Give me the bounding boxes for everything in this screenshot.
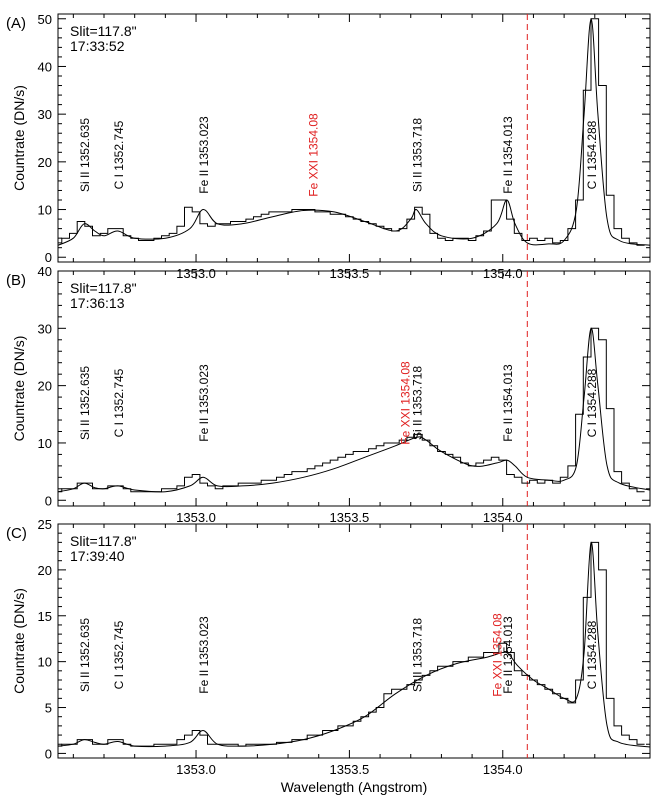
plot-frame <box>57 13 651 263</box>
line-label: C I 1352.745 <box>112 368 126 437</box>
plot-frame <box>57 270 651 507</box>
y-tick-label: 10 <box>38 203 52 218</box>
y-tick-label: 20 <box>38 155 52 170</box>
y-tick-label: 0 <box>45 746 52 761</box>
slit-label: Slit=117.8" <box>70 280 137 296</box>
x-tick-label: 1353.0 <box>176 510 216 525</box>
fit-curve <box>57 18 651 246</box>
chart-panel: 1353.0 1353.5 1354.0 0 5 10 15 20 25 Countrate (D… <box>6 517 651 777</box>
panel-label: (B) <box>6 272 26 289</box>
slit-label: Slit=117.8" <box>70 23 137 39</box>
panel-label: (A) <box>6 15 26 32</box>
observed-spectrum <box>58 327 645 493</box>
x-tick-label: 1354.0 <box>483 762 523 777</box>
line-label: Si II 1353.718 <box>410 366 424 440</box>
time-label: 17:36:13 <box>70 295 125 311</box>
y-tick-label: 30 <box>38 321 52 336</box>
line-label: C I 1352.745 <box>112 620 126 689</box>
y-tick-label: 50 <box>38 12 52 27</box>
line-label: C I 1354.288 <box>585 620 599 689</box>
line-label: Fe II 1354.013 <box>501 364 515 442</box>
x-tick-label: 1353.5 <box>330 510 370 525</box>
line-label: Fe XXI 1354.08 <box>491 613 505 697</box>
line-label: Fe II 1353.023 <box>197 116 211 194</box>
y-tick-label: 0 <box>45 250 52 265</box>
line-label: Fe II 1353.023 <box>197 364 211 442</box>
y-axis-label: Countrate (DN/s) <box>11 588 27 694</box>
line-label: Fe II 1353.023 <box>197 616 211 694</box>
y-tick-label: 10 <box>38 436 52 451</box>
y-tick-label: 20 <box>38 379 52 394</box>
y-tick-label: 10 <box>38 655 52 670</box>
line-label: Si II 1352.635 <box>78 118 92 192</box>
line-label: Si II 1353.718 <box>410 618 424 692</box>
y-tick-label: 0 <box>45 493 52 508</box>
x-tick-label: 1353.0 <box>176 762 216 777</box>
y-tick-label: 20 <box>38 563 52 578</box>
y-axis-label: Countrate (DN/s) <box>11 85 27 191</box>
x-axis-label: Wavelength (Angstrom) <box>281 779 428 795</box>
x-tick-label: 1353.5 <box>330 762 370 777</box>
observed-spectrum <box>58 18 645 246</box>
y-tick-label: 30 <box>38 107 52 122</box>
line-label: C I 1352.745 <box>112 120 126 189</box>
line-label: C I 1354.288 <box>585 368 599 437</box>
plot-frame <box>57 523 651 759</box>
fit-curve <box>57 327 651 493</box>
line-label: Fe II 1354.013 <box>501 116 515 194</box>
chart-panel: 1353.0 1353.5 1354.0 0 10 20 30 40 Countrate (DN… <box>6 264 651 525</box>
y-tick-label: 40 <box>38 59 52 74</box>
x-tick-label: 1354.0 <box>483 510 523 525</box>
time-label: 17:39:40 <box>70 548 125 564</box>
fit-curve <box>57 541 651 748</box>
slit-label: Slit=117.8" <box>70 533 137 549</box>
time-label: 17:33:52 <box>70 38 125 54</box>
y-tick-label: 40 <box>38 264 52 279</box>
line-label: C I 1354.288 <box>585 120 599 189</box>
line-label: Si II 1352.635 <box>78 366 92 440</box>
y-tick-label: 25 <box>38 517 52 532</box>
y-tick-label: 15 <box>38 609 52 624</box>
line-label: Si II 1353.718 <box>410 118 424 192</box>
y-axis-label: Countrate (DN/s) <box>11 336 27 442</box>
line-label: Fe XXI 1354.08 <box>307 113 321 197</box>
line-label: Si II 1352.635 <box>78 618 92 692</box>
line-label: Fe XXI 1354.08 <box>399 361 413 445</box>
y-tick-label: 5 <box>45 701 52 716</box>
line-label: Fe II 1354.013 <box>501 616 515 694</box>
panel-label: (C) <box>6 525 27 542</box>
observed-spectrum <box>58 541 645 747</box>
